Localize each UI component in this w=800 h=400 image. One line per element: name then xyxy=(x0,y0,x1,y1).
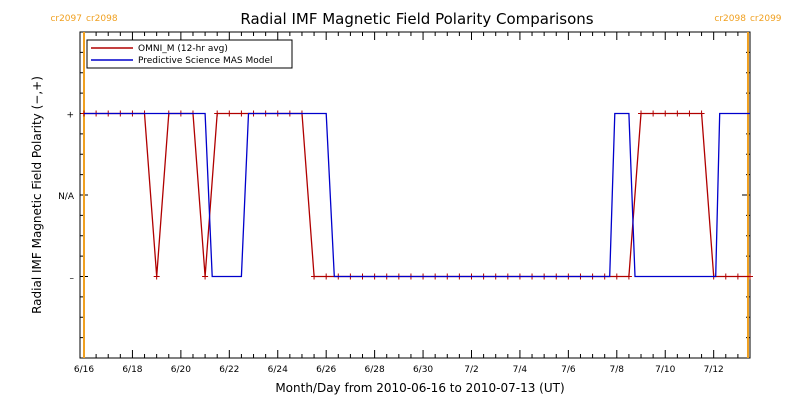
cr-label-right: cr2099 xyxy=(750,14,782,24)
data-point xyxy=(722,273,729,280)
data-point xyxy=(214,110,221,117)
x-tick-label: 6/18 xyxy=(122,365,142,375)
series-line-1 xyxy=(84,112,750,278)
legend-label-mas: Predictive Science MAS Model xyxy=(138,56,273,66)
x-tick-label: 7/6 xyxy=(561,365,576,375)
data-point xyxy=(153,273,160,280)
x-tick-label: 7/8 xyxy=(610,365,625,375)
x-tick-label: 6/22 xyxy=(219,365,239,375)
data-point xyxy=(650,110,657,117)
legend-label-omni: OMNI_M (12-hr avg) xyxy=(138,44,228,54)
x-tick-label: 6/30 xyxy=(413,365,433,375)
x-tick-label: 6/20 xyxy=(171,365,191,375)
series-line-0 xyxy=(84,112,750,278)
cr-label-left: cr2098 xyxy=(714,14,746,24)
series-layer xyxy=(81,110,753,280)
legend-box xyxy=(86,39,293,69)
data-point xyxy=(238,110,245,117)
cr-label-left: cr2097 xyxy=(50,14,82,24)
y-tick-label: + xyxy=(66,111,74,121)
data-point xyxy=(698,110,705,117)
x-tick-label: 7/10 xyxy=(655,365,675,375)
x-axis: 6/16 6/18 6/20 6/22 6/24 6/26 6/28 6/30 7/2 7/4 7/… xyxy=(74,32,751,375)
x-tick-label: 6/26 xyxy=(316,365,336,375)
x-tick-label: 7/2 xyxy=(464,365,478,375)
x-tick-label: 6/28 xyxy=(365,365,385,375)
y-tick-label: – xyxy=(70,274,75,284)
y-axis-label: Radial IMF Magnetic Field Polarity (−,+) xyxy=(30,76,44,314)
data-point xyxy=(323,273,330,280)
y-tick-label: N/A xyxy=(58,192,75,202)
data-point xyxy=(674,110,681,117)
chart-title: Radial IMF Magnetic Field Polarity Compa… xyxy=(240,10,593,28)
data-point xyxy=(734,273,741,280)
plot-frame xyxy=(79,31,751,359)
data-point xyxy=(202,273,209,280)
x-axis-label: Month/Day from 2010-06-16 to 2010-07-13 … xyxy=(275,381,564,395)
carrington-markers: cr2097 cr2098 cr2098 cr2099 xyxy=(50,14,782,358)
data-point xyxy=(686,110,693,117)
x-tick-label: 6/24 xyxy=(268,365,288,375)
legend: OMNI_M (12-hr avg) Predictive Science MA… xyxy=(86,39,293,69)
cr-label-right: cr2098 xyxy=(86,14,118,24)
data-point xyxy=(625,273,632,280)
x-tick-label: 7/4 xyxy=(513,365,528,375)
data-point xyxy=(226,110,233,117)
data-point xyxy=(662,110,669,117)
x-tick-label: 7/12 xyxy=(704,365,724,375)
y-axis: + N/A – xyxy=(58,31,750,359)
data-point xyxy=(613,273,620,280)
data-point xyxy=(638,110,645,117)
data-point xyxy=(311,273,318,280)
data-point xyxy=(747,273,753,280)
x-tick-label: 6/16 xyxy=(74,365,94,375)
